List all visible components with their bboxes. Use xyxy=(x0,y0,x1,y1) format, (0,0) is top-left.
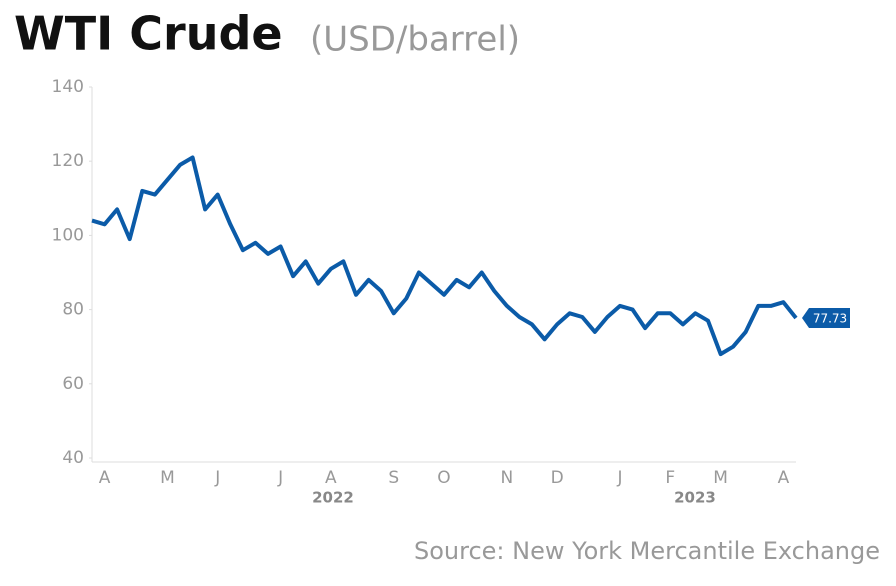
x-tick-label: J xyxy=(616,468,622,488)
year-label: 2022 xyxy=(312,489,354,507)
y-tick-label: 60 xyxy=(62,374,84,394)
chart-title: WTI Crude xyxy=(14,7,283,61)
y-tick-label: 100 xyxy=(52,225,84,245)
line xyxy=(91,155,798,357)
x-tick-label: A xyxy=(99,468,111,488)
x-tick-label: F xyxy=(665,468,675,488)
x-tick-label: A xyxy=(325,468,337,488)
x-tick-label: M xyxy=(713,468,728,488)
y-tick-label: 40 xyxy=(62,448,84,468)
x-tick-label: J xyxy=(277,468,283,488)
x-tick-label: D xyxy=(551,468,564,488)
x-tick-label: N xyxy=(500,468,513,488)
x-tick-label: M xyxy=(160,468,175,488)
y-tick-label: 140 xyxy=(52,77,84,97)
x-tick-label: S xyxy=(388,468,399,488)
x-tick-label: J xyxy=(214,468,220,488)
y-tick-label: 80 xyxy=(62,300,84,320)
y-tick-label: 120 xyxy=(52,151,84,171)
end-label: 77.73 xyxy=(813,312,847,326)
year-label: 2023 xyxy=(674,489,716,507)
x-tick-label: A xyxy=(778,468,790,488)
source: Source: New York Mercantile Exchange xyxy=(414,537,880,565)
chart-subtitle: (USD/barrel) xyxy=(310,20,520,60)
end-label-tag xyxy=(802,308,850,329)
x-tick-label: O xyxy=(437,468,450,488)
